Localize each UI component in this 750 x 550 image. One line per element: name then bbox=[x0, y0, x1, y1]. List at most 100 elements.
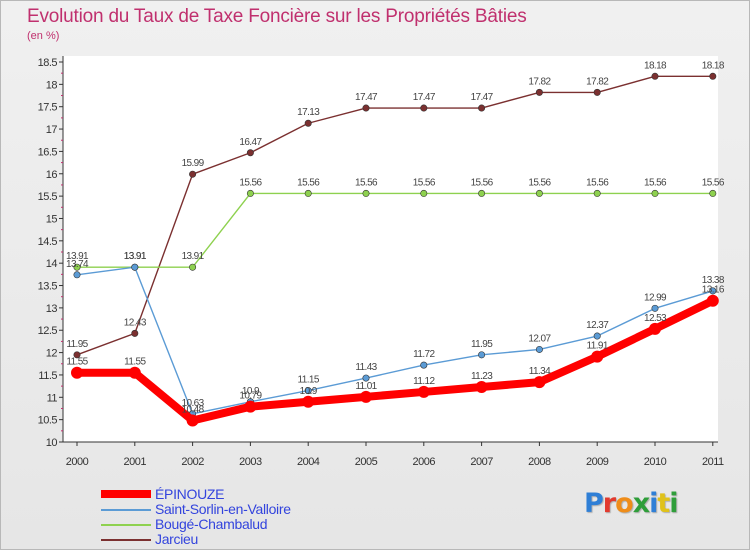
data-label: 11.34 bbox=[529, 366, 551, 377]
data-point bbox=[593, 189, 601, 197]
data-point bbox=[475, 381, 488, 394]
proxiti-logo: Proxiti bbox=[584, 488, 679, 519]
data-label: 17.82 bbox=[586, 76, 609, 87]
legend-swatch bbox=[101, 509, 151, 511]
data-label: 13.91 bbox=[66, 251, 89, 262]
data-label: 17.47 bbox=[355, 92, 378, 103]
chart-unit-label: (en %) bbox=[27, 30, 60, 42]
data-point bbox=[533, 376, 546, 389]
data-label: 13.16 bbox=[702, 285, 725, 296]
y-tick-label: 18.5 bbox=[38, 57, 58, 69]
y-tick-label: 14.5 bbox=[38, 236, 58, 248]
data-point bbox=[591, 350, 604, 363]
data-label: 11.43 bbox=[355, 362, 377, 373]
y-tick-label: 12 bbox=[46, 348, 58, 360]
data-point bbox=[244, 400, 257, 413]
y-tick-label: 13 bbox=[46, 303, 58, 315]
y-tick-label: 11.5 bbox=[38, 370, 57, 382]
data-point bbox=[246, 189, 254, 197]
series-line-1 bbox=[76, 266, 714, 415]
chart-title: Evolution du Taux de Taxe Foncière sur l… bbox=[27, 6, 527, 27]
data-label: 17.47 bbox=[471, 92, 494, 103]
y-tick-label: 16.5 bbox=[38, 146, 58, 158]
data-point bbox=[362, 189, 370, 197]
data-label: 16.47 bbox=[239, 137, 262, 148]
data-point bbox=[131, 329, 139, 337]
data-label: 15.56 bbox=[239, 177, 262, 188]
data-point bbox=[71, 366, 83, 379]
data-label: 11.95 bbox=[66, 339, 88, 350]
plot-area bbox=[63, 56, 718, 442]
data-label: 10.9 bbox=[242, 386, 260, 397]
legend-swatch bbox=[101, 490, 151, 498]
data-point bbox=[593, 332, 601, 340]
data-label: 12.43 bbox=[124, 317, 147, 328]
data-point bbox=[128, 366, 141, 379]
data-point bbox=[73, 271, 81, 279]
data-label: 12.37 bbox=[586, 320, 609, 331]
y-tick-label: 10.5 bbox=[38, 415, 58, 427]
data-label: 15.56 bbox=[586, 177, 609, 188]
x-tick-label: 2001 bbox=[124, 456, 147, 468]
data-point bbox=[304, 189, 312, 197]
data-point bbox=[651, 304, 659, 312]
data-label: 17.47 bbox=[413, 92, 436, 103]
y-tick-label: 17 bbox=[46, 124, 58, 136]
data-point bbox=[420, 104, 428, 112]
data-point bbox=[651, 72, 659, 80]
data-point bbox=[189, 170, 197, 178]
data-point bbox=[709, 189, 717, 197]
legend-swatch bbox=[101, 524, 151, 526]
data-label: 13.91 bbox=[124, 251, 147, 262]
x-tick-label: 2000 bbox=[66, 456, 89, 468]
data-point bbox=[73, 263, 81, 271]
x-tick-label: 2011 bbox=[702, 456, 724, 468]
data-label: 11.01 bbox=[355, 381, 377, 392]
data-label: 18.18 bbox=[644, 60, 667, 71]
data-point bbox=[362, 374, 370, 382]
data-point bbox=[362, 104, 370, 112]
data-label: 12.53 bbox=[644, 313, 667, 324]
data-point bbox=[304, 119, 312, 127]
data-label: 15.99 bbox=[182, 158, 205, 169]
data-label: 15.56 bbox=[471, 177, 494, 188]
data-label: 11.72 bbox=[413, 349, 435, 360]
y-tick-label: 16 bbox=[46, 169, 58, 181]
data-label: 18.18 bbox=[702, 60, 725, 71]
x-tick-label: 2009 bbox=[586, 456, 609, 468]
x-tick-label: 2004 bbox=[297, 456, 320, 468]
x-tick-label: 2006 bbox=[413, 456, 436, 468]
data-label: 12.07 bbox=[528, 333, 551, 344]
x-tick-label: 2007 bbox=[470, 456, 493, 468]
data-point bbox=[304, 387, 312, 395]
data-label: 13.91 bbox=[182, 251, 205, 262]
data-point bbox=[709, 72, 717, 80]
data-point bbox=[535, 88, 543, 96]
data-point bbox=[535, 345, 543, 353]
y-tick-label: 11 bbox=[47, 392, 58, 404]
data-point bbox=[302, 395, 315, 408]
data-point bbox=[417, 385, 430, 398]
series-line-0 bbox=[73, 296, 717, 425]
series-line-3 bbox=[76, 75, 714, 356]
data-label: 13.74 bbox=[66, 259, 89, 270]
y-tick-label: 10 bbox=[46, 437, 58, 449]
legend-label: Saint-Sorlin-en-Valloire bbox=[155, 501, 291, 517]
data-label: 13.91 bbox=[124, 251, 147, 262]
data-point bbox=[535, 189, 543, 197]
x-tick-label: 2002 bbox=[181, 456, 204, 468]
data-point bbox=[73, 351, 81, 359]
data-point bbox=[131, 263, 139, 271]
y-tick-label: 17.5 bbox=[38, 102, 58, 114]
data-point bbox=[420, 361, 428, 369]
data-label: 10.63 bbox=[182, 398, 205, 409]
data-label: 13.38 bbox=[702, 275, 725, 286]
data-label: 11.23 bbox=[471, 371, 493, 382]
data-label: 12.99 bbox=[644, 292, 667, 303]
data-point bbox=[651, 189, 659, 197]
data-label: 15.56 bbox=[413, 177, 436, 188]
legend-swatch bbox=[101, 539, 151, 541]
data-label: 11.95 bbox=[471, 339, 493, 350]
y-tick-label: 14 bbox=[46, 258, 58, 270]
data-label: 17.82 bbox=[528, 76, 551, 87]
